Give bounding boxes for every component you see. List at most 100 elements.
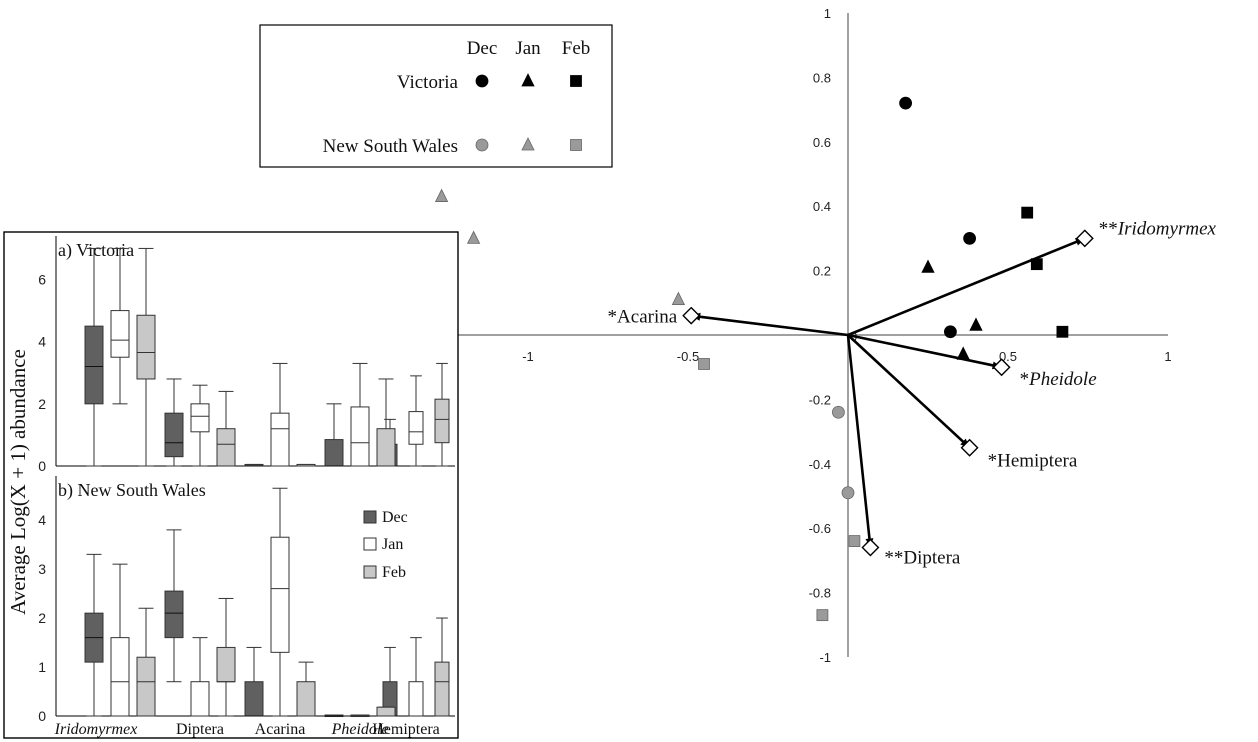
legend-marker	[570, 75, 582, 87]
vector-end-diamond	[960, 438, 979, 457]
panel-title: a) Victoria	[58, 240, 134, 261]
vector-label-prefix: **	[1099, 218, 1118, 239]
legend-region-label: New South Wales	[323, 136, 458, 157]
y-tick-label: 0.8	[813, 70, 831, 85]
legend-marker	[521, 137, 535, 151]
y-tick-label: 0.2	[813, 264, 831, 279]
scatter-point	[848, 535, 861, 547]
category-label: Pheidole	[331, 721, 389, 738]
box-legend-label: Feb	[382, 564, 406, 581]
box-body	[270, 536, 290, 653]
box-body	[110, 310, 130, 358]
scatter-point	[816, 609, 829, 622]
panel-y-tick-label: 0	[38, 458, 46, 474]
legend-month-label: Feb	[562, 38, 591, 59]
panel-y-tick-label: 6	[38, 272, 46, 288]
vector-end-diamond	[682, 306, 701, 325]
vector-label-prefix: *	[1020, 369, 1030, 390]
box-legend-label: Jan	[382, 536, 403, 553]
boxplot-inset: Average Log(X + 1) abundance 0 2 4 6 a) Victo…	[3, 231, 459, 739]
panel-title: b) New South Wales	[58, 480, 206, 501]
box-legend-swatch	[363, 537, 377, 551]
box-legend-label: Dec	[382, 509, 408, 526]
vector-arrow	[847, 334, 971, 449]
box-legend-swatch	[363, 565, 377, 579]
scatter-point	[671, 291, 686, 305]
legend-month-label: Jan	[515, 38, 541, 59]
box-body	[408, 681, 424, 717]
vector-end-diamond	[992, 358, 1011, 377]
box-body	[136, 314, 156, 380]
vector-label: **Diptera	[884, 548, 961, 569]
panel-y-tick-label: 2	[38, 610, 46, 626]
box-body	[408, 411, 424, 445]
y-tick-label: 1	[824, 6, 831, 21]
legend-month-label: Dec	[467, 38, 498, 59]
y-tick-label: -1	[819, 650, 831, 665]
category-label: Hemiptera	[372, 721, 440, 738]
vector-end-diamond	[1075, 229, 1094, 248]
vector-label: *Hemiptera	[988, 451, 1078, 472]
vector-label: *Acarina	[608, 307, 678, 328]
vector-label-taxon: Iridomyrmex	[1117, 218, 1217, 239]
legend-marker	[475, 74, 489, 88]
scatter-point	[832, 405, 845, 419]
box-legend-swatch	[363, 510, 377, 524]
x-tick-label: -0.5	[677, 349, 699, 364]
legend-region-label: Victoria	[397, 72, 459, 93]
scatter-point	[698, 358, 710, 370]
scatter-point	[899, 96, 912, 110]
legend-marker	[521, 73, 535, 87]
panel-y-tick-label: 0	[38, 708, 46, 724]
y-tick-label: 0.6	[813, 135, 831, 150]
box-body	[270, 412, 290, 467]
y-tick-label: 0.4	[813, 199, 831, 214]
box-body	[190, 681, 210, 717]
legend-marker	[475, 138, 489, 152]
scatter-point	[921, 259, 935, 273]
inset-y-axis-label: Average Log(X + 1) abundance	[6, 349, 30, 615]
box-body	[136, 656, 156, 717]
category-label: Iridomyrmex	[54, 721, 138, 738]
box-body	[164, 412, 184, 458]
scatter-point	[1021, 206, 1034, 219]
box-body	[110, 637, 130, 717]
scatter-point	[963, 231, 976, 245]
panel-y-tick-label: 4	[38, 334, 46, 350]
vector-label-taxon: Pheidole	[1028, 369, 1097, 390]
box-body	[84, 325, 104, 405]
vector-label: *Pheidole	[1020, 369, 1097, 390]
scatter-point	[1056, 325, 1069, 338]
category-label: Diptera	[176, 721, 224, 738]
scatter-point	[969, 317, 983, 331]
y-tick-label: -0.8	[809, 586, 831, 601]
box-body	[434, 661, 450, 717]
vector-label: **Iridomyrmex	[1099, 218, 1217, 239]
marker-legend: Dec Jan Feb Victoria New South Wales	[259, 24, 613, 168]
box-body	[376, 706, 396, 717]
vector-arrow	[847, 333, 1002, 369]
legend-box	[259, 24, 613, 168]
panel-y-tick-label: 3	[38, 561, 46, 577]
panel-y-tick-label: 1	[38, 659, 46, 675]
box-body	[190, 403, 210, 433]
box-body	[434, 398, 450, 444]
panel-y-tick-label: 4	[38, 512, 46, 528]
box-body	[296, 681, 316, 717]
category-label: Acarina	[255, 721, 306, 738]
x-tick-label: 1	[1164, 349, 1171, 364]
scatter-point	[434, 188, 449, 202]
x-tick-label: -1	[522, 349, 534, 364]
vector-arrow	[847, 237, 1086, 337]
scatter-point	[841, 486, 855, 500]
box-body	[216, 428, 236, 467]
box-body	[324, 439, 344, 467]
ordination-plot: -1.5-1-0.500.5110.80.60.40.2-0.2-0.4-0.6…	[357, 6, 1217, 665]
vector-end-diamond	[861, 538, 880, 557]
vector-arrow	[846, 334, 872, 548]
scatter-point	[466, 230, 481, 244]
panel-y-tick-label: 2	[38, 396, 46, 412]
box-body	[216, 646, 236, 683]
y-tick-label: -0.6	[809, 521, 831, 536]
